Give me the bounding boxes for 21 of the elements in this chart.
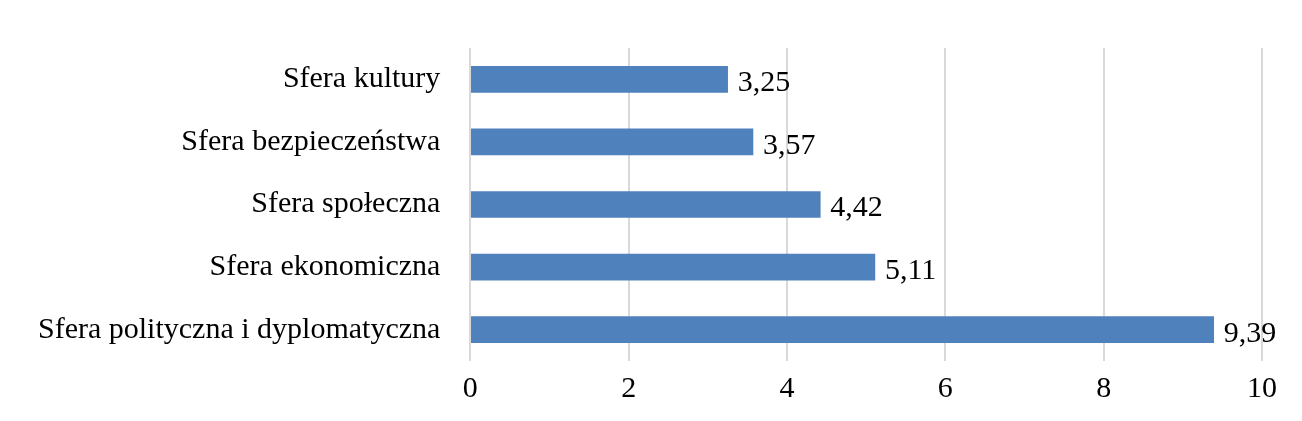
data-label: 5,11: [884, 251, 937, 285]
data-label: 4,42: [830, 189, 883, 223]
x-tick-label: 8: [1096, 369, 1112, 403]
x-tick-label: 0: [462, 369, 478, 403]
bar: [471, 65, 728, 93]
data-label: 9,39: [1223, 314, 1277, 348]
y-tick-label: Sfera polityczna i dyplomatyczna: [37, 310, 441, 344]
x-tick-label: 6: [937, 369, 953, 403]
y-tick-label: Sfera ekonomiczna: [209, 247, 441, 281]
y-tick-label: Sfera bezpieczeństwa: [181, 122, 441, 156]
y-tick-label: Sfera kultury: [282, 60, 441, 94]
bar: [471, 191, 821, 218]
bar: [471, 128, 754, 156]
data-label: 3,25: [737, 64, 791, 98]
x-tick-label: 4: [779, 369, 795, 403]
x-tick-label: 2: [621, 369, 637, 403]
bar: [471, 253, 876, 281]
data-label: 3,57: [762, 126, 816, 160]
bar: [471, 316, 1215, 344]
y-tick-label: Sfera społeczna: [251, 185, 441, 219]
x-tick-label: 10: [1247, 369, 1277, 403]
